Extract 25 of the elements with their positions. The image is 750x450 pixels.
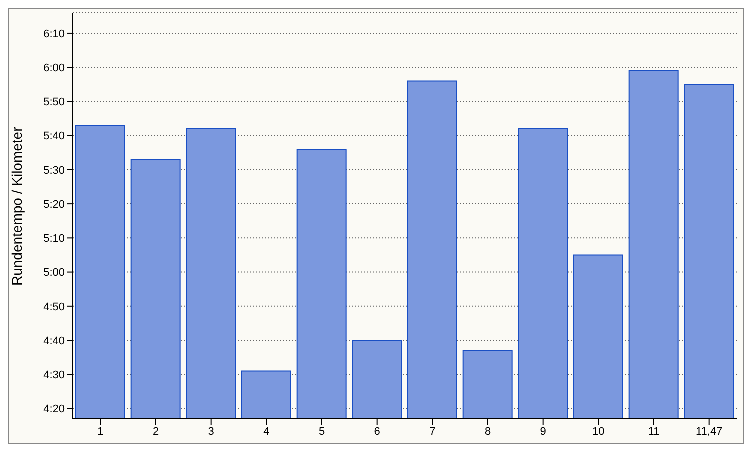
x-tick-label: 5 — [318, 426, 326, 438]
x-tick-label: 4 — [264, 426, 270, 438]
y-tick-label: 5:00 — [44, 267, 65, 280]
x-tick-label: 3 — [208, 426, 214, 438]
x-tick-label: 11,47 — [696, 426, 723, 438]
y-tick-label: 5:40 — [44, 130, 65, 143]
x-tick-label: 2 — [152, 426, 160, 438]
x-tick-label: 6 — [374, 426, 380, 438]
y-tick-label: 5:50 — [44, 96, 65, 109]
y-tick-label: 6:10 — [44, 28, 65, 40]
x-tick-label: 11 — [648, 426, 660, 438]
y-tick-label: 6:00 — [44, 62, 65, 74]
x-tick-label: 8 — [484, 426, 492, 438]
x-tick-label: 10 — [592, 426, 605, 438]
y-tick-label: 5:30 — [44, 164, 65, 177]
x-tick-label: 1 — [98, 426, 104, 438]
y-tick-label: 4:40 — [44, 335, 65, 348]
y-tick-label: 4:50 — [44, 301, 65, 314]
y-axis-title: Rundentempo / Kilometer — [8, 126, 25, 286]
x-tick-label: 7 — [430, 426, 436, 438]
y-tick-label: 4:30 — [44, 370, 65, 382]
y-tick-label: 5:20 — [44, 198, 65, 211]
x-tick-label: 9 — [540, 426, 546, 438]
y-tick-label: 4:20 — [44, 404, 65, 416]
y-tick-label: 5:10 — [44, 233, 65, 246]
